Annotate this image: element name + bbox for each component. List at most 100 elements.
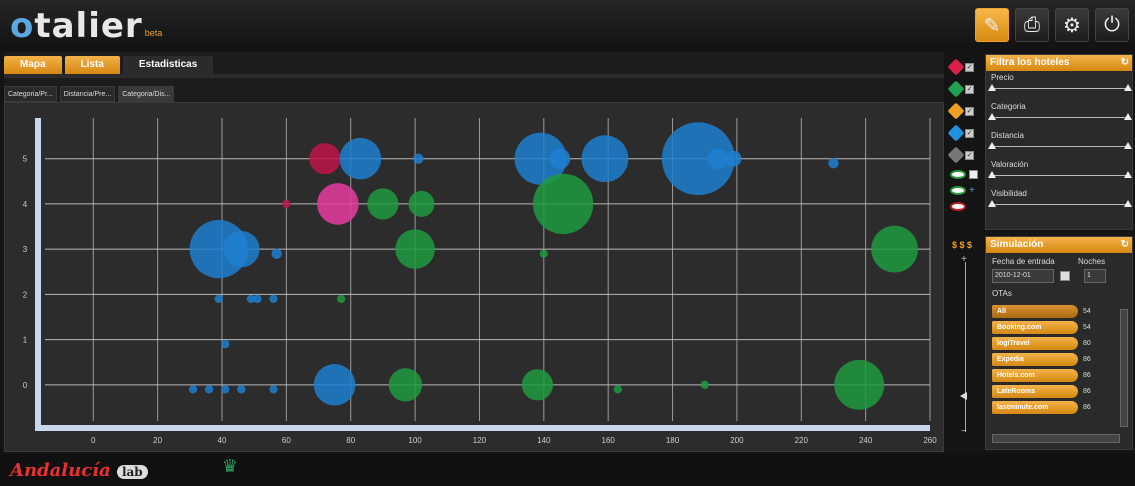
data-point (388, 368, 423, 402)
range-slider[interactable] (988, 200, 1132, 207)
range-slider[interactable] (988, 84, 1132, 91)
slider-thumb-max[interactable] (1124, 113, 1132, 120)
slider-thumb-min[interactable] (988, 200, 996, 207)
list-item[interactable]: Booking.com 54 (992, 320, 1122, 334)
subtab-categoria-precio[interactable]: Categoria/Pr... (4, 86, 57, 102)
data-point (214, 294, 223, 304)
slider-thumb-max[interactable] (1124, 142, 1132, 149)
logout-icon: ⏻ (1104, 13, 1120, 36)
data-point (221, 339, 230, 349)
list-item[interactable]: All 54 (992, 304, 1122, 318)
list-item[interactable]: logiTravel 80 (992, 336, 1122, 350)
data-point (725, 150, 742, 167)
toggle-gray[interactable]: ✓ (947, 144, 982, 166)
x-tick-label: 140 (537, 436, 551, 445)
data-point (707, 148, 728, 170)
range-slider[interactable] (988, 113, 1132, 120)
subtab-categoria-distancia[interactable]: Categoria/Dis... (118, 86, 175, 102)
logout-button[interactable]: ⏻ (1095, 8, 1129, 42)
data-point (223, 230, 260, 268)
settings-button[interactable]: ⚙ (1055, 8, 1089, 42)
andalucia-lab-logo[interactable]: Andalucía lab (10, 460, 148, 481)
toggle-red[interactable]: ✓ (947, 56, 982, 78)
slider-thumb[interactable] (960, 392, 967, 400)
print-button[interactable]: ⎙ (1015, 8, 1049, 42)
tab-estadisticas[interactable]: Estadisticas (122, 56, 214, 74)
price-slider-column: $ $ $ + − (952, 240, 980, 450)
ota-count: 86 (1083, 355, 1091, 363)
nights-stepper[interactable]: 1 (1084, 269, 1106, 283)
list-item[interactable]: lastminute.com 86 (992, 400, 1122, 414)
slider-thumb-min[interactable] (988, 171, 996, 178)
checkbox-icon[interactable]: ✓ (965, 150, 974, 160)
slider-thumb-max[interactable] (1124, 171, 1132, 178)
checkbox-icon[interactable]: ✓ (965, 128, 974, 138)
data-point (521, 369, 553, 401)
show-more-toggle[interactable]: + (950, 182, 982, 198)
simulation-panel: Simulación ↻ Fecha de entrada Noches 201… (985, 236, 1133, 450)
data-point (581, 135, 629, 183)
data-point (367, 188, 399, 220)
calendar-icon[interactable] (1060, 271, 1070, 281)
cube-gray-icon (947, 146, 965, 164)
filter-label: Precio (991, 73, 1014, 82)
checkbox-icon[interactable]: ✓ (965, 84, 974, 94)
date-input[interactable]: 2010-12-01 (992, 269, 1054, 283)
subtab-distancia-precio[interactable]: Distancia/Pre... (59, 86, 116, 102)
ota-name: logiTravel (992, 336, 1078, 350)
tab-mapa[interactable]: Mapa (4, 56, 62, 74)
checkbox-icon[interactable]: ✓ (965, 106, 974, 116)
hide-toggle[interactable] (950, 198, 982, 214)
list-item[interactable]: Expedia 86 (992, 352, 1122, 366)
data-point (828, 158, 839, 169)
ota-horizontal-scrollbar[interactable] (992, 434, 1120, 443)
list-item[interactable]: Hotels.com 86 (992, 368, 1122, 382)
slider-thumb-min[interactable] (988, 113, 996, 120)
refresh-icon[interactable]: ↻ (1120, 239, 1129, 250)
toggle-green[interactable]: ✓ (947, 78, 982, 100)
bubble-chart-svg: 0 20 40 60 80 100 120 140 160 180 200 220 240 260 0 1 2 3… (23, 118, 937, 445)
main-panel: Mapa Lista Estadisticas Categoria/Pr... … (4, 52, 944, 452)
junta-logo-icon[interactable]: ♛ (221, 456, 239, 476)
data-point (313, 364, 356, 406)
slider-thumb-min[interactable] (988, 84, 996, 91)
cube-green-icon (947, 80, 965, 98)
data-point (613, 385, 622, 394)
visibility-toggle[interactable] (950, 166, 982, 182)
filter-panel: Filtra los hoteles ↻ Precio Categoria Di… (985, 54, 1133, 230)
eye-plus-icon (950, 185, 966, 195)
logo[interactable]: otalier beta (10, 6, 162, 46)
range-slider[interactable] (988, 171, 1132, 178)
slider-thumb-max[interactable] (1124, 84, 1132, 91)
ota-name: Expedia (992, 352, 1078, 366)
slider-thumb-min[interactable] (988, 142, 996, 149)
toggle-orange[interactable]: ✓ (947, 100, 982, 122)
data-point (532, 173, 594, 235)
eye-icon (950, 169, 966, 179)
ota-vertical-scrollbar[interactable] (1120, 309, 1128, 427)
plus-icon[interactable]: + (961, 254, 967, 265)
data-point (269, 385, 278, 394)
minus-icon[interactable]: − (961, 426, 967, 437)
range-slider[interactable] (988, 142, 1132, 149)
data-point (204, 385, 214, 394)
x-tick-label: 40 (218, 436, 227, 445)
y-tick-label: 1 (23, 336, 28, 345)
data-point (253, 294, 262, 304)
price-vertical-slider[interactable] (965, 262, 966, 432)
filter-label: Categoria (991, 102, 1026, 111)
filter-label: Visibilidad (991, 189, 1027, 198)
checkbox-icon[interactable]: ✓ (965, 62, 974, 72)
bookmark-button[interactable]: ✎ (975, 8, 1009, 42)
tab-lista[interactable]: Lista (64, 56, 120, 74)
refresh-icon[interactable]: ↻ (1120, 57, 1129, 68)
ota-count: 54 (1083, 323, 1091, 331)
bubble-chart[interactable]: 0 20 40 60 80 100 120 140 160 180 200 220 240 260 0 1 2 3… (4, 102, 944, 452)
toggle-blue[interactable]: ✓ (947, 122, 982, 144)
slider-thumb-max[interactable] (1124, 200, 1132, 207)
x-tick-label: 20 (153, 436, 162, 445)
filter-valoracion: Valoración (986, 158, 1132, 187)
category-toggles: ✓ ✓ ✓ ✓ ✓ + (947, 56, 982, 236)
list-item[interactable]: LateRooms 86 (992, 384, 1122, 398)
